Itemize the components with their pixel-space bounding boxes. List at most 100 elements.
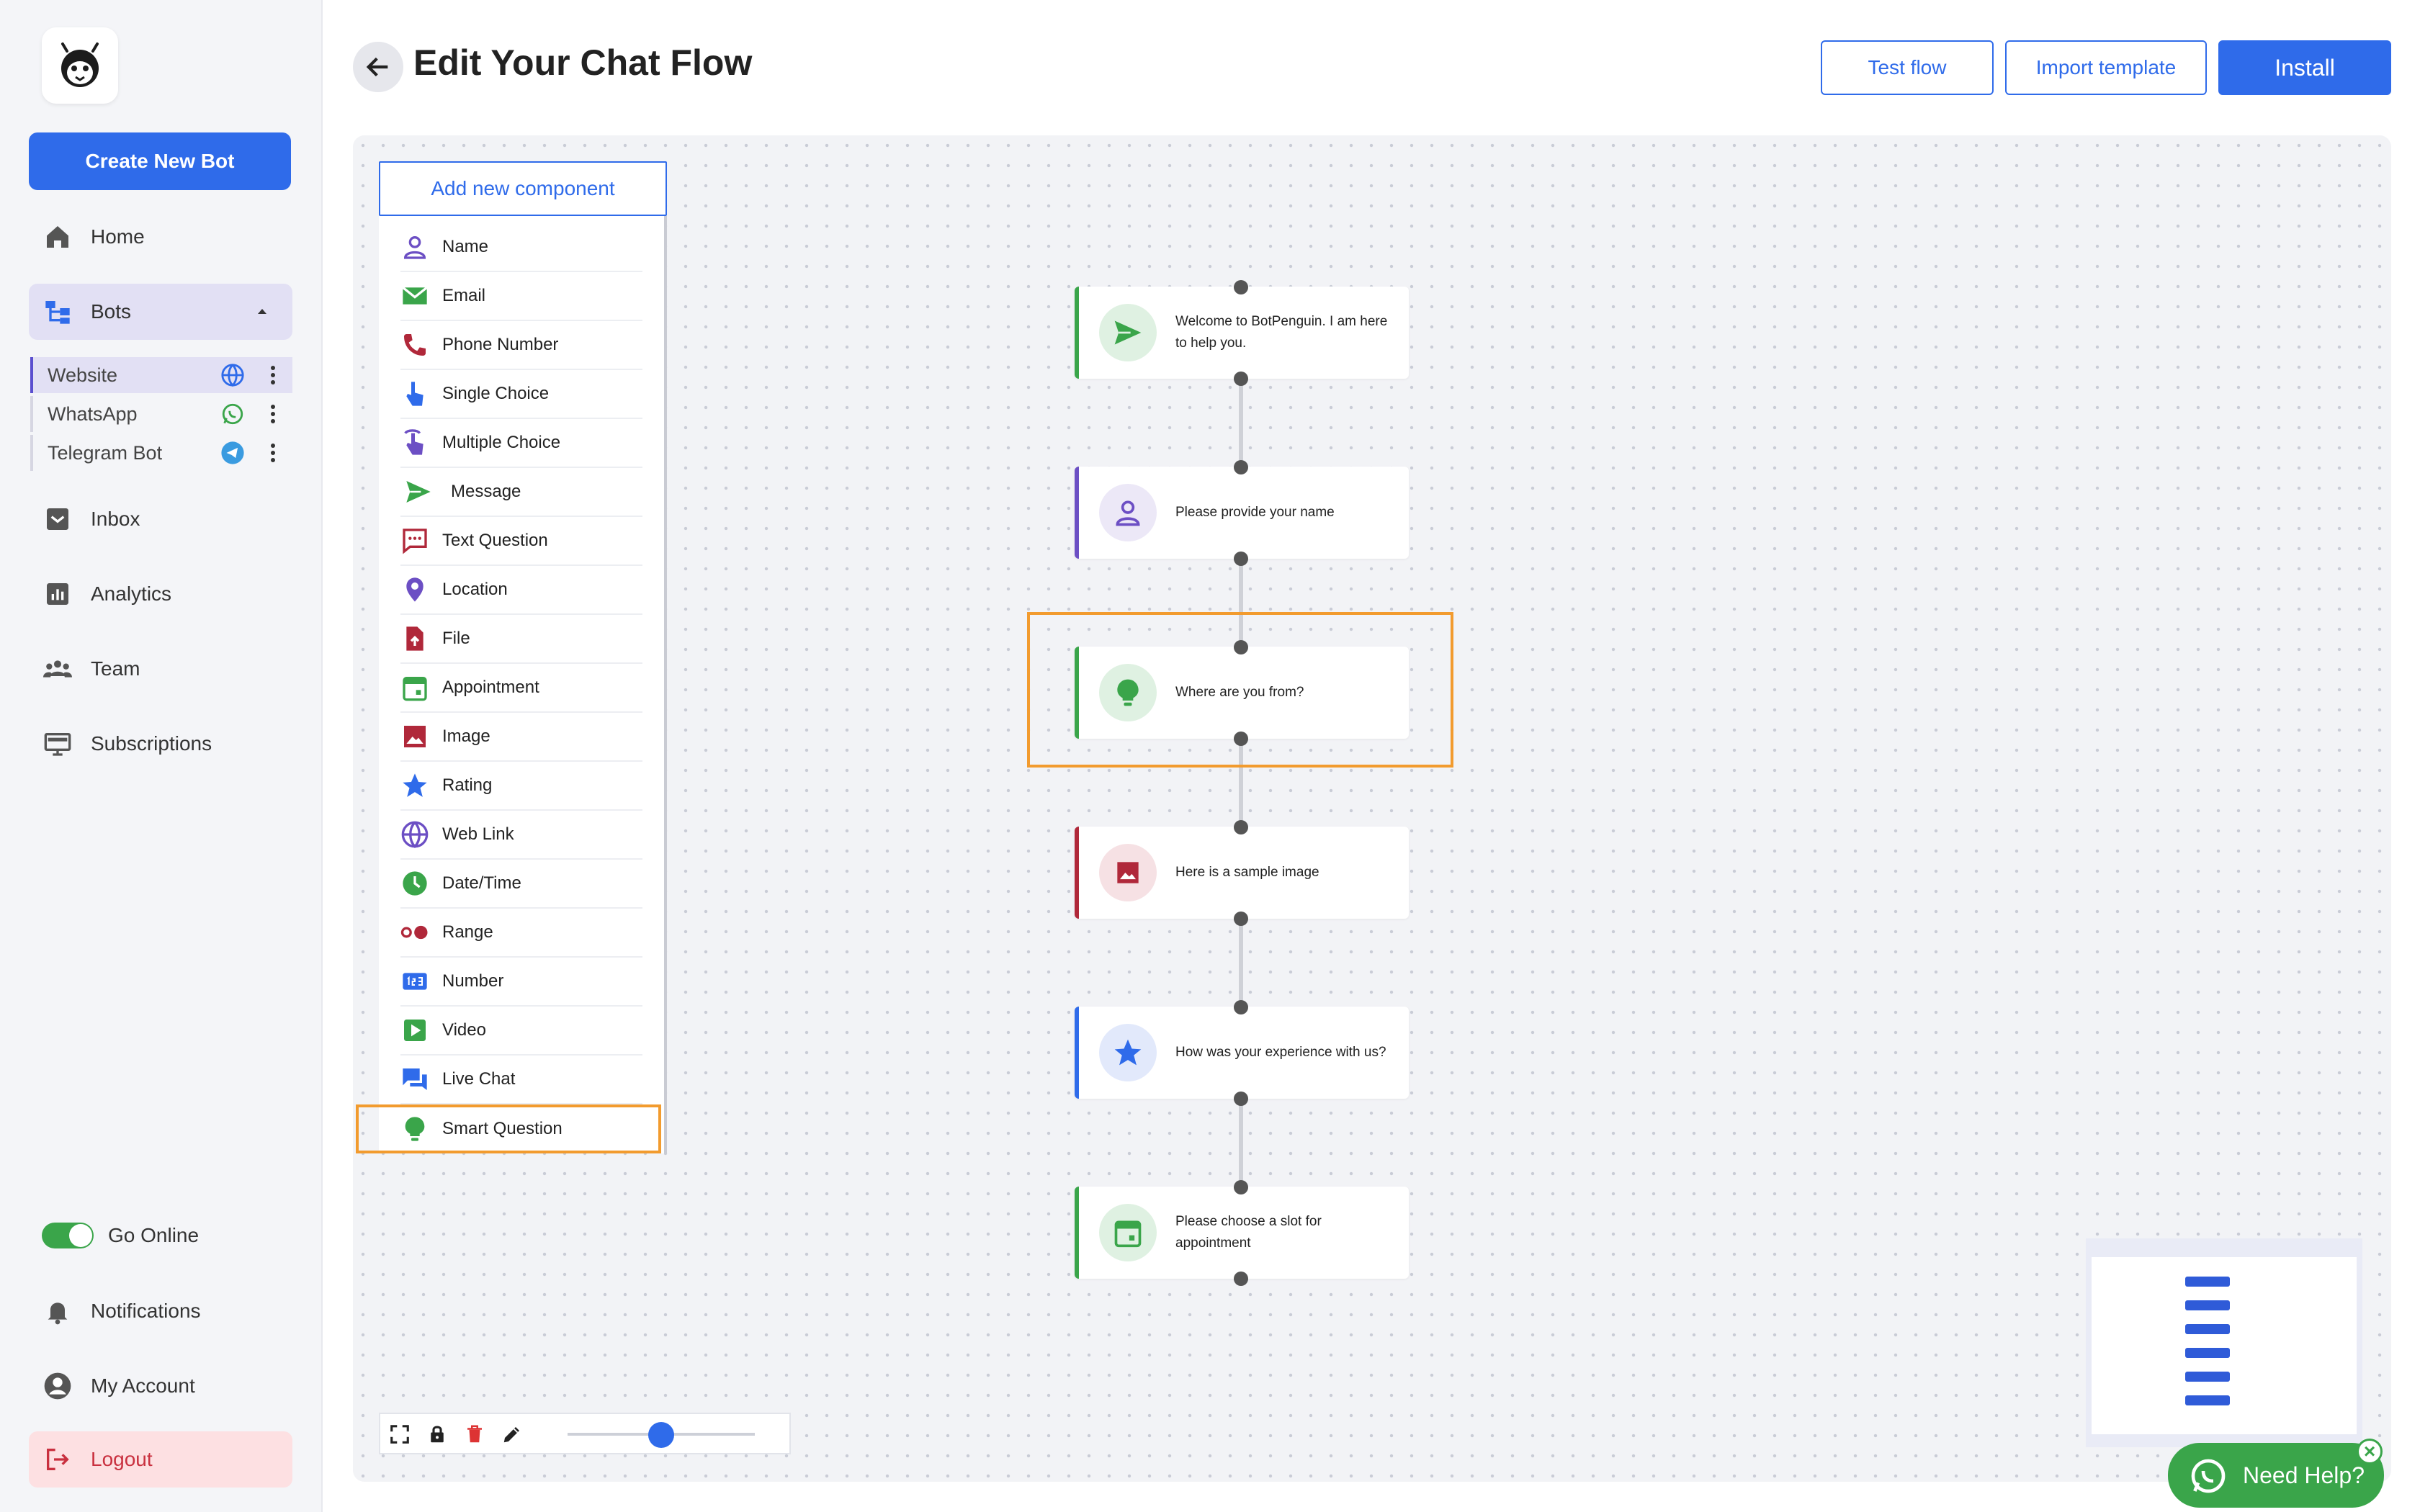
bot-item-telegram[interactable]: Telegram Bot [30,435,292,471]
back-button[interactable] [353,42,403,92]
palette-item-single-choice[interactable]: Single Choice [400,370,642,419]
home-icon [47,226,68,248]
person-icon [403,236,426,259]
globe-icon [221,364,244,387]
flow-node-welcome[interactable]: Welcome to BotPenguin. I am here to help… [1075,287,1409,379]
nav-team[interactable]: Team [29,641,292,697]
palette-item-number[interactable]: Number [400,958,642,1007]
botpenguin-logo[interactable] [42,27,118,104]
node-text: How was your experience with us? [1175,1045,1386,1060]
bulb-icon [405,1117,425,1141]
create-new-bot-button[interactable]: Create New Bot [29,132,291,190]
palette-item-phone-number[interactable]: Phone Number [400,321,642,370]
bot-item-whatsapp[interactable]: WhatsApp [30,396,292,432]
close-icon[interactable]: × [2357,1439,2383,1464]
node-handle[interactable] [1234,1272,1248,1286]
more-options-icon[interactable] [269,364,277,386]
inbox-icon [47,508,68,530]
more-options-icon[interactable] [269,403,277,425]
palette-item-range[interactable]: Range [400,909,642,958]
nav-home[interactable]: Home [29,209,292,265]
flow-node-name[interactable]: Please provide your name [1075,467,1409,559]
caret-up-icon[interactable] [256,307,268,315]
node-handle[interactable] [1234,640,1248,654]
nav-inbox-label: Inbox [91,508,140,530]
nav-notifications[interactable]: Notifications [29,1283,292,1339]
flow-node-appointment[interactable]: Please choose a slot for appointment [1075,1187,1409,1279]
flow-node-smart-question[interactable]: Where are you from? [1075,647,1409,739]
nav-subscriptions[interactable]: Subscriptions [29,716,292,772]
add-new-component-button[interactable]: Add new component [379,161,667,216]
node-handle[interactable] [1234,372,1248,386]
bot-item-website[interactable]: Website [30,357,292,393]
bot-item-label: Website [48,364,118,386]
logout-button[interactable]: Logout [29,1431,292,1488]
node-handle[interactable] [1234,732,1248,746]
more-options-icon[interactable] [269,442,277,464]
nav-bots[interactable]: Bots [29,284,292,340]
palette-item-name[interactable]: Name [400,223,642,272]
bot-item-label: Telegram Bot [48,441,163,464]
palette-item-file[interactable]: File [400,615,642,664]
whatsapp-icon [2191,1459,2226,1493]
palette-item-location[interactable]: Location [400,566,642,615]
palette-item-text-question[interactable]: Text Question [400,517,642,566]
palette-item-label: Range [442,922,493,942]
nav-notifications-label: Notifications [91,1300,201,1322]
flow-node-rating[interactable]: How was your experience with us? [1075,1007,1409,1099]
file-icon [406,626,424,651]
palette-item-email[interactable]: Email [400,272,642,321]
nav-my-account[interactable]: My Account [29,1358,292,1414]
palette-item-date-time[interactable]: Date/Time [400,860,642,909]
node-handle[interactable] [1234,1180,1248,1194]
palette-item-smart-question[interactable]: Smart Question [400,1104,642,1153]
fullscreen-icon[interactable] [389,1423,411,1445]
palette-item-label: Rating [442,775,493,795]
import-template-button[interactable]: Import template [2005,40,2207,95]
node-handle[interactable] [1234,1092,1248,1106]
palette-item-web-link[interactable]: Web Link [400,811,642,860]
nav-subscriptions-label: Subscriptions [91,732,212,755]
palette-item-image[interactable]: Image [400,713,642,762]
nav-team-label: Team [91,657,140,680]
palette-item-label: Image [442,726,490,746]
pen-icon[interactable] [501,1423,523,1445]
node-icon-bg [1099,1024,1157,1081]
palette-item-label: File [442,629,470,648]
palette-item-rating[interactable]: Rating [400,762,642,811]
node-handle[interactable] [1234,280,1248,294]
minimap-node [2185,1300,2230,1310]
flow-connector [1239,288,1243,1282]
nav-inbox[interactable]: Inbox [29,491,292,547]
test-flow-button[interactable]: Test flow [1821,40,1994,95]
palette-item-multiple-choice[interactable]: Multiple Choice [400,419,642,468]
lock-icon[interactable] [426,1423,448,1445]
sidebar: Create New Bot Home Bots Website WhatsAp… [0,0,323,1512]
zoom-slider-handle[interactable] [648,1422,674,1448]
node-handle[interactable] [1234,460,1248,474]
palette-item-label: Text Question [442,531,548,550]
palette-item-appointment[interactable]: Appointment [400,664,642,713]
trash-icon[interactable] [464,1423,485,1445]
smart-question-highlight [356,1104,661,1153]
nav-analytics[interactable]: Analytics [29,566,292,622]
image-icon [1117,862,1139,883]
telegram-icon [221,441,244,464]
node-handle[interactable] [1234,912,1248,926]
component-palette [379,216,667,1153]
nav-bots-label: Bots [91,300,132,323]
live-chat-icon [403,1068,427,1090]
go-online-toggle[interactable] [42,1223,94,1248]
need-help-button[interactable]: Need Help? [2168,1443,2384,1508]
node-handle[interactable] [1234,1000,1248,1014]
palette-item-label: Multiple Choice [442,433,561,452]
flow-node-image[interactable]: Here is a sample image [1075,827,1409,919]
image-icon [404,726,426,747]
node-handle[interactable] [1234,820,1248,834]
star-icon [1114,1039,1142,1066]
palette-item-video[interactable]: Video [400,1007,642,1056]
palette-item-message[interactable]: Message [400,468,642,517]
node-handle[interactable] [1234,552,1248,566]
install-button[interactable]: Install [2218,40,2391,95]
palette-item-live-chat[interactable]: Live Chat [400,1056,642,1104]
